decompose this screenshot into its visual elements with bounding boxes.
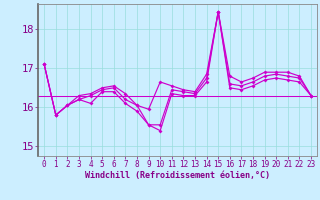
X-axis label: Windchill (Refroidissement éolien,°C): Windchill (Refroidissement éolien,°C) <box>85 171 270 180</box>
